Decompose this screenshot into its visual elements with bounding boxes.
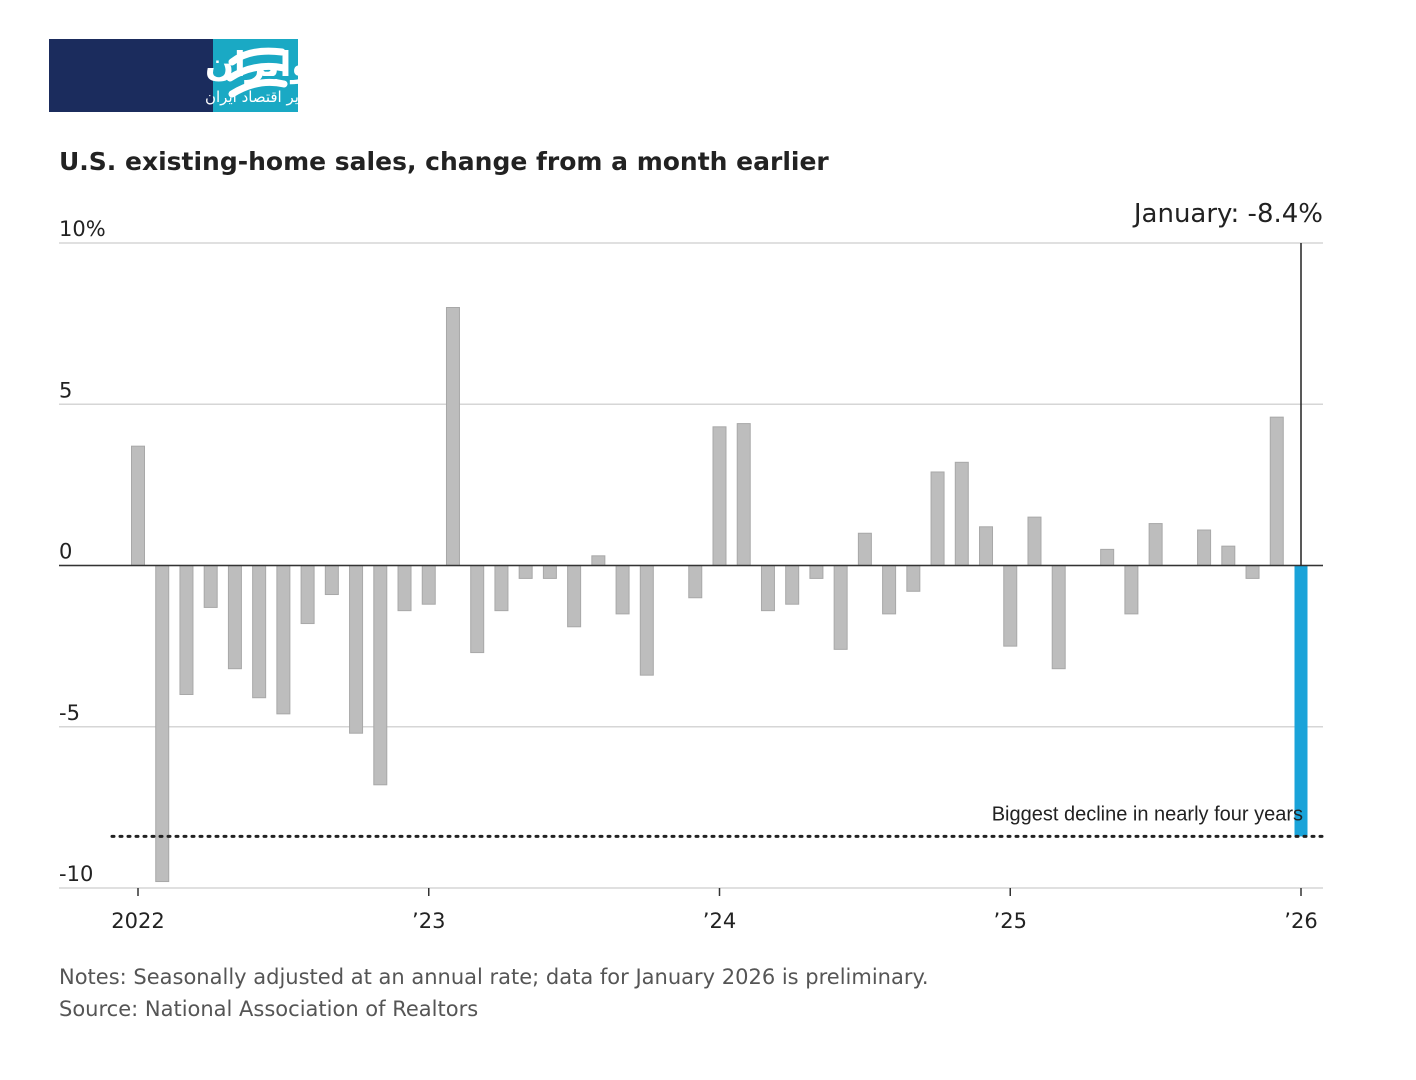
source: Source: National Association of Realtors <box>59 997 478 1021</box>
bar <box>349 565 364 734</box>
annotation: January: -8.4% <box>1132 199 1323 229</box>
bar <box>324 565 339 596</box>
logo-subtitle: تصویر اقتصاد ایران <box>205 88 324 106</box>
bar <box>494 565 509 612</box>
bar <box>397 565 412 612</box>
reference-label: Biggest decline in nearly four years <box>992 803 1303 825</box>
bar <box>1027 516 1042 566</box>
y-tick-label: -10 <box>59 862 93 886</box>
x-tick-label: ’25 <box>994 909 1027 933</box>
bar <box>712 426 727 567</box>
bar <box>567 565 582 628</box>
bar <box>736 423 751 566</box>
y-tick-label: 5 <box>59 378 72 402</box>
bar <box>373 565 388 786</box>
bar <box>906 565 921 592</box>
bar <box>1100 548 1115 566</box>
bar <box>615 565 630 615</box>
bar <box>688 565 703 599</box>
bar <box>227 565 242 670</box>
bar <box>1221 545 1236 567</box>
bar <box>1148 523 1163 567</box>
bar <box>954 461 969 566</box>
x-tick-label: 2022 <box>111 909 164 933</box>
bar <box>857 532 872 566</box>
bar <box>1269 416 1284 566</box>
bar <box>639 565 654 676</box>
logo-box <box>49 39 215 112</box>
y-tick-label: 0 <box>59 540 72 564</box>
bar <box>155 565 170 883</box>
bar <box>979 526 994 566</box>
bar <box>300 565 315 625</box>
logo-icon <box>226 47 288 98</box>
bar <box>179 565 194 695</box>
bar <box>1245 565 1260 579</box>
bar <box>203 565 218 608</box>
bar <box>809 565 824 579</box>
bar <box>445 307 460 566</box>
x-tick-label: ’23 <box>412 909 445 933</box>
bar <box>131 445 145 566</box>
bar <box>276 565 291 715</box>
bar <box>470 565 485 654</box>
bar <box>518 565 533 579</box>
bar <box>1197 529 1212 567</box>
bar <box>252 565 267 699</box>
bar <box>833 565 848 650</box>
y-tick-label: -5 <box>59 701 80 725</box>
bar <box>1294 565 1308 837</box>
bar <box>760 565 775 612</box>
logo: اکوایران تصویر اقتصاد ایران <box>49 39 344 112</box>
bar <box>785 565 800 605</box>
bar <box>1003 565 1018 647</box>
bar <box>1124 565 1139 615</box>
x-tick-label: ’24 <box>703 909 736 933</box>
logo-title: اکوایران <box>205 45 344 85</box>
bar <box>542 565 557 579</box>
bar <box>421 565 436 605</box>
notes: Notes: Seasonally adjusted at an annual … <box>59 965 929 989</box>
x-tick-label: ’26 <box>1284 909 1317 933</box>
chart-title: U.S. existing-home sales, change from a … <box>59 147 829 176</box>
bar <box>591 555 606 567</box>
bar <box>1051 565 1066 670</box>
y-tick-label: 10% <box>59 217 106 241</box>
bar <box>882 565 897 615</box>
bar <box>930 471 945 567</box>
